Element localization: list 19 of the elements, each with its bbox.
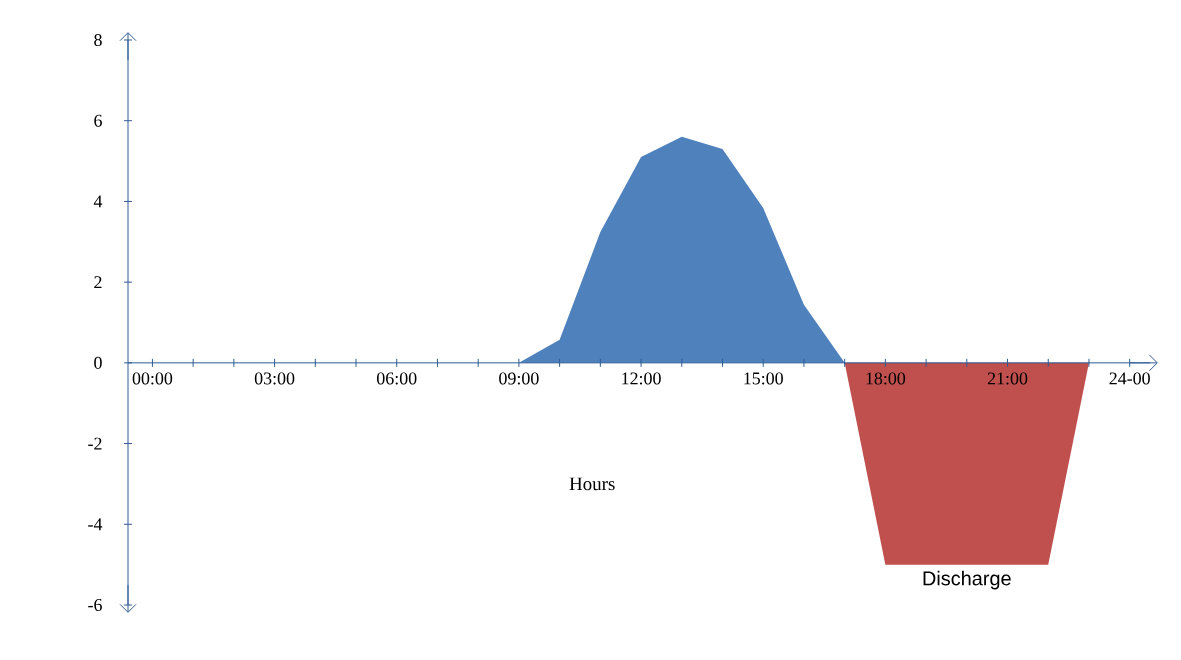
y-tick-label: 0 [94, 356, 102, 369]
x-tick-label: 09:00 [499, 372, 539, 385]
y-tick-label: -2 [88, 437, 102, 450]
y-tick-label: 2 [94, 276, 102, 289]
series-label: Discharge [923, 570, 1011, 590]
y-tick-label: 8 [94, 33, 102, 47]
y-tick-label: -6 [88, 598, 102, 612]
x-axis-title: Hours [569, 477, 615, 491]
x-tick-label: 18:00 [866, 372, 906, 385]
x-tick-label: 06:00 [377, 372, 417, 385]
y-tick-label: -4 [88, 518, 103, 531]
x-tick-label: 03:00 [254, 372, 295, 385]
x-tick-label: 00:00 [132, 372, 173, 385]
x-tick-label: 24-00 [1109, 372, 1150, 385]
x-tick-label: 21:00 [987, 372, 1028, 385]
y-tick-label: 4 [93, 195, 103, 208]
x-tick-label: 12:00 [622, 372, 661, 385]
x-tick-label: 15:00 [744, 372, 783, 385]
y-tick-label: 6 [94, 114, 102, 127]
